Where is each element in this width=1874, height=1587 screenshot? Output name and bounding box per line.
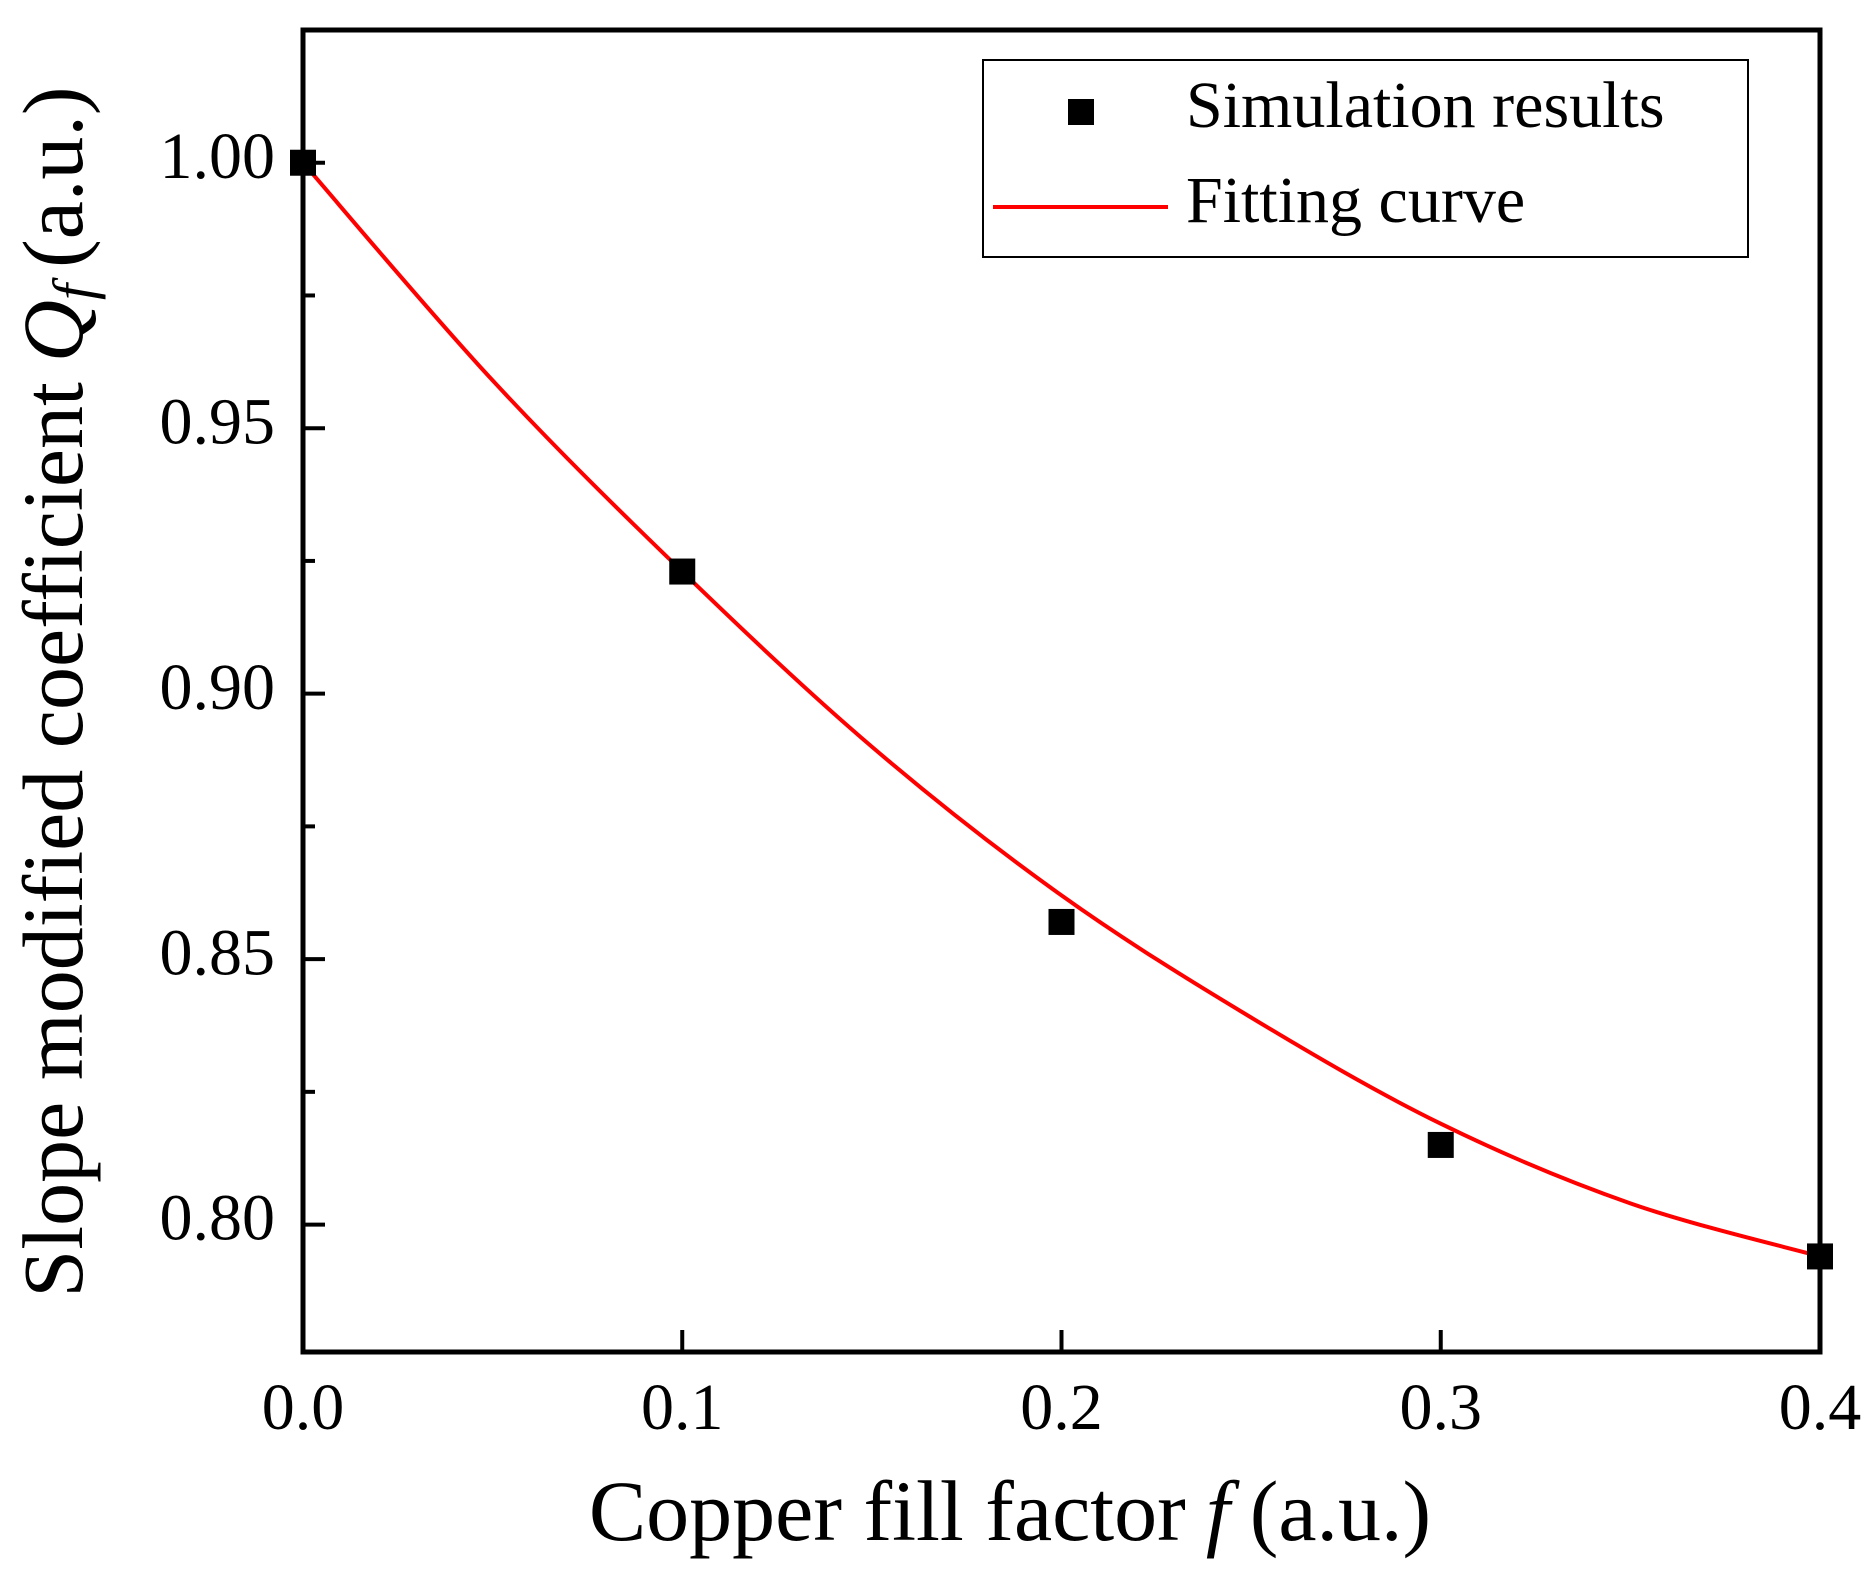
fit-curve: [301, 161, 1821, 1259]
y-tick-label: 0.95: [160, 385, 276, 458]
scatter-point: [669, 558, 696, 585]
y-label-symbol: Q: [5, 300, 101, 362]
y-label-subscript: f: [41, 277, 106, 300]
y-axis-label: Slope modified coefficient Qf (a.u.): [5, 86, 107, 1297]
scatter-point: [1048, 908, 1075, 935]
y-label-unit: (a.u.): [5, 86, 101, 267]
y-tick-label: 1.00: [160, 120, 276, 193]
x-tick-label: 0.3: [1400, 1371, 1483, 1444]
legend-box: [982, 59, 1749, 258]
x-label-symbol: f: [1206, 1463, 1240, 1559]
x-axis-label: Copper fill factor f (a.u.): [589, 1463, 1431, 1559]
scatter-point: [1427, 1131, 1454, 1158]
legend-marker: [1068, 99, 1094, 125]
plot-frame: [300, 27, 1823, 1355]
x-tick-label: 0.4: [1779, 1371, 1862, 1444]
x-label-text: Copper fill factor: [589, 1463, 1186, 1559]
legend-label: Fitting curve: [1186, 164, 1525, 237]
x-tick-label: 0.2: [1020, 1371, 1103, 1444]
x-tick-label: 0.1: [641, 1371, 724, 1444]
y-tick-label: 0.80: [160, 1182, 276, 1255]
x-label-unit: (a.u.): [1250, 1463, 1431, 1559]
y-label-text: Slope modified coefficient: [5, 382, 101, 1298]
y-tick-label: 0.85: [160, 916, 276, 989]
x-tick-label: 0.0: [262, 1371, 345, 1444]
legend-label: Simulation results: [1186, 69, 1665, 142]
y-tick-label: 0.90: [160, 651, 276, 724]
